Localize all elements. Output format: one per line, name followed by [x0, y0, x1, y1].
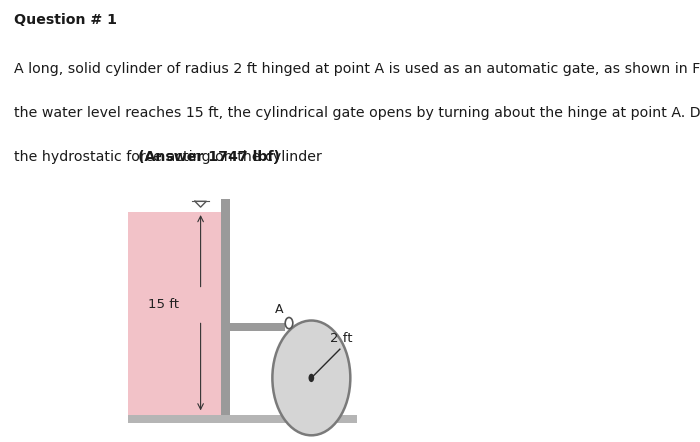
Ellipse shape [272, 320, 350, 435]
Text: (Answer 1747 lbf): (Answer 1747 lbf) [139, 150, 281, 164]
Text: 15 ft: 15 ft [148, 298, 179, 312]
Bar [221, 199, 230, 415]
Text: the water level reaches 15 ft, the cylindrical gate opens by turning about the h: the water level reaches 15 ft, the cylin… [14, 106, 700, 120]
Text: A: A [275, 303, 284, 316]
Bar [128, 415, 356, 423]
Bar [128, 327, 228, 415]
Text: 2 ft: 2 ft [330, 332, 353, 345]
Ellipse shape [309, 373, 314, 382]
Text: A long, solid cylinder of radius 2 ft hinged at point A is used as an automatic : A long, solid cylinder of radius 2 ft hi… [14, 62, 700, 76]
Ellipse shape [285, 317, 293, 329]
Bar [128, 212, 223, 415]
Text: the hydrostatic force acting on the cylinder: the hydrostatic force acting on the cyli… [14, 150, 327, 164]
Bar [221, 323, 230, 331]
Bar [230, 323, 285, 331]
Text: Question # 1: Question # 1 [14, 13, 118, 27]
